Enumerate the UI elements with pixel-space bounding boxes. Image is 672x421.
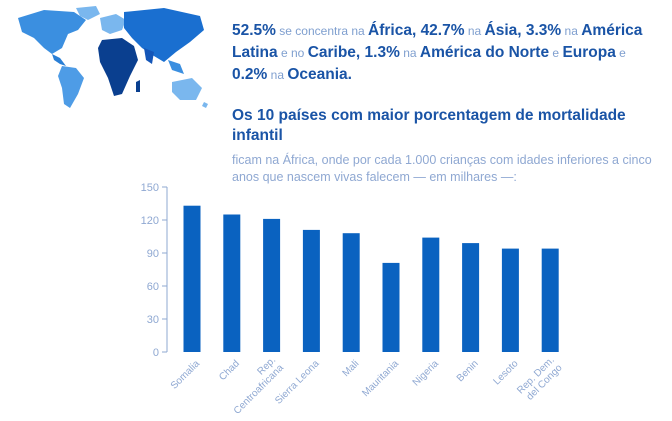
y-tick-label: 0 [153, 347, 159, 359]
y-tick-label: 30 [147, 314, 159, 326]
regional-stats-text: 52.5% se concentra na África, 42.7% na Á… [232, 20, 652, 86]
x-category-label: Mali [341, 358, 362, 379]
stats-segment: África, 42.7% [368, 22, 465, 39]
x-category-label: Lesoto [492, 358, 521, 387]
stats-segment: América Latina [232, 22, 643, 61]
y-tick-label: 120 [141, 215, 159, 227]
x-category-label: Rep. Dem.del Congo [515, 354, 565, 404]
stats-segment: na [464, 24, 485, 38]
stats-segment: América do Norte [419, 44, 550, 61]
bar [382, 262, 400, 352]
section-heading: Os 10 países com maior porcentagem de mo… [232, 107, 626, 144]
bar [501, 248, 519, 352]
bar [183, 205, 201, 352]
y-tick-label: 90 [147, 248, 159, 260]
world-map-icon [4, 4, 212, 114]
bar [462, 243, 480, 352]
bar [422, 237, 440, 352]
bar [342, 233, 360, 352]
bar [223, 214, 241, 352]
x-category-label: Mauritania [360, 358, 401, 399]
x-category-label: Benin [455, 358, 481, 384]
x-category-label: Somalia [169, 358, 203, 392]
stats-segment: se concentra na [275, 24, 369, 38]
bar [541, 248, 559, 352]
stats-segment: Ásia, 3.3% [484, 22, 562, 39]
y-tick-label: 60 [147, 281, 159, 293]
x-category-label: Chad [217, 358, 242, 383]
section-subheading: ficam na África, onde por cada 1.000 cri… [232, 153, 652, 184]
stats-segment: Europa [562, 44, 616, 61]
stats-segment: Caribe, 1.3% [307, 44, 400, 61]
stats-segment: na [267, 68, 288, 82]
stats-segment: na [561, 24, 582, 38]
stats-segment: Oceania. [287, 66, 352, 83]
stats-segment: e [549, 46, 563, 60]
bar [263, 218, 281, 352]
x-category-label: Nigeria [411, 358, 441, 388]
stats-segment: 52.5% [232, 22, 276, 39]
bar [302, 229, 320, 352]
stats-segment: e [615, 46, 626, 60]
stats-segment: e no [277, 46, 308, 60]
stats-segment: na [399, 46, 420, 60]
y-tick-label: 150 [141, 182, 159, 194]
stats-segment: 0.2% [232, 66, 268, 83]
